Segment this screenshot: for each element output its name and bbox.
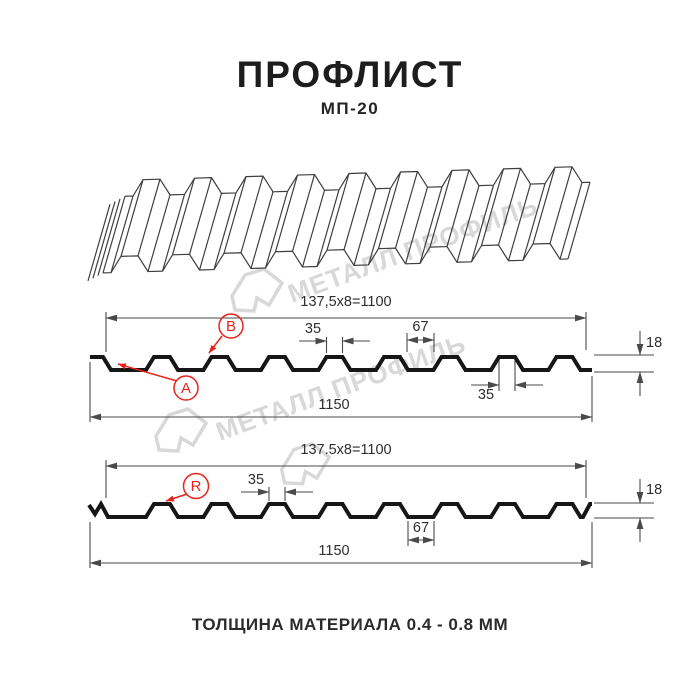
callout-leader-line bbox=[117, 363, 178, 382]
sheet-top-edge bbox=[125, 166, 590, 197]
dim-label-total-width: 1150 bbox=[318, 397, 349, 413]
sheet-rib-lines bbox=[110, 166, 583, 273]
callout-leader-line bbox=[165, 493, 188, 502]
product-code: МП-20 bbox=[320, 99, 380, 118]
material-thickness-note: ТОЛЩИНА МАТЕРИАЛА 0.4 - 0.8 ММ bbox=[191, 615, 509, 634]
callout-letter-a: A bbox=[181, 380, 191, 397]
dim-label-height: 18 bbox=[646, 482, 662, 498]
callout-r: R bbox=[165, 472, 210, 502]
brand-logo-watermark bbox=[279, 442, 332, 486]
dim-label-module: 137.5x8=1100 bbox=[300, 442, 391, 458]
profile-section-line bbox=[90, 355, 592, 372]
callout-leader-line bbox=[208, 335, 223, 354]
callout-circle bbox=[218, 313, 244, 339]
sheet-end-caps bbox=[87, 182, 591, 282]
sheet-bottom-edge bbox=[103, 242, 568, 274]
brand-watermark-text: МЕТАЛЛ ПРОФИЛЬ bbox=[284, 190, 542, 308]
dim-label-crest-width: 35 bbox=[248, 472, 264, 488]
brand-watermark-text: МЕТАЛЛ ПРОФИЛЬ bbox=[212, 328, 470, 446]
profile-section-line bbox=[87, 499, 592, 519]
dim-label-total-width: 1150 bbox=[318, 543, 349, 559]
callout-b: B bbox=[208, 313, 244, 354]
dimension-lines bbox=[89, 314, 644, 421]
callout-a: A bbox=[117, 363, 199, 401]
dim-label-rib-bottom: 35 bbox=[478, 387, 494, 403]
dim-label-module: 137,5x8=1100 bbox=[300, 294, 391, 310]
dimension-lines bbox=[89, 462, 644, 567]
dim-label-height: 18 bbox=[646, 335, 662, 351]
profile-drawing-bottom: 137.5x8=1100 35 18 67 1150 R bbox=[87, 442, 662, 568]
callout-circle bbox=[173, 375, 199, 401]
profile-drawing-top: 137,5x8=1100 35 67 18 35 1150 B A bbox=[89, 294, 662, 422]
dim-label-valley-width: 67 bbox=[413, 520, 429, 536]
brand-logo-watermark bbox=[154, 407, 209, 453]
dim-label-crest-width: 35 bbox=[305, 321, 321, 337]
callout-letter-r: R bbox=[191, 478, 202, 495]
sheet-3d-drawing bbox=[87, 166, 591, 282]
page-title: ПРОФЛИСТ bbox=[236, 54, 464, 95]
dim-label-valley-width: 67 bbox=[412, 319, 428, 335]
brand-logo-watermark bbox=[230, 267, 285, 313]
callout-circle bbox=[182, 472, 210, 500]
callout-letter-b: B bbox=[226, 318, 236, 335]
